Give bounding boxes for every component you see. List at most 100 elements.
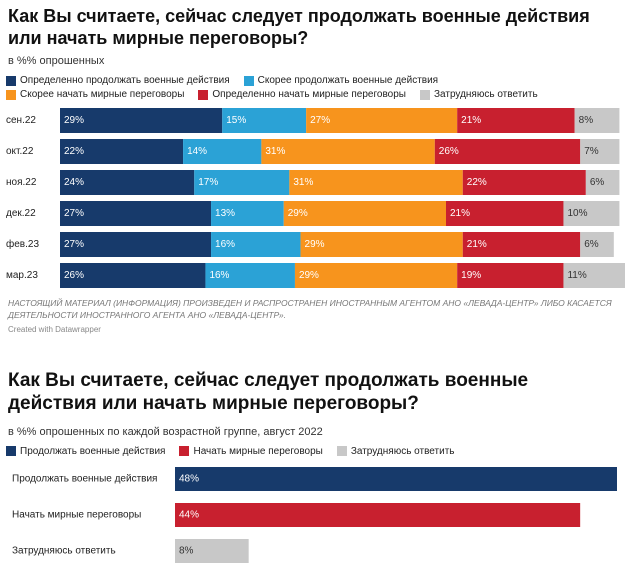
bar-segment	[261, 139, 435, 165]
legend-swatch	[6, 89, 16, 100]
legend-swatch	[198, 89, 209, 100]
legend-swatch	[336, 446, 347, 457]
bar-segment	[194, 170, 290, 196]
y-tick-label: сен.22	[6, 115, 36, 126]
data-label: 16%	[215, 239, 235, 250]
footnote: НАСТОЯЩИЙ МАТЕРИАЛ (ИНФОРМАЦИЯ) ПРОИЗВЕД…	[8, 298, 612, 320]
legend: Определенно продолжать военные действия С…	[6, 75, 606, 100]
bar-segment	[222, 108, 307, 134]
chart-block: Как Вы считаете, сейчас следует продолжа…	[0, 6, 640, 338]
data-label: 15%	[226, 115, 246, 126]
legend-item: Определенно начать мирные переговоры	[198, 89, 406, 100]
legend-item: Начать мирные переговоры	[179, 445, 323, 457]
data-label: 7%	[584, 146, 599, 157]
bar-segment	[283, 201, 446, 227]
data-label: 26%	[64, 270, 84, 281]
bar-segment	[563, 201, 620, 227]
legend-swatch	[6, 446, 16, 457]
y-tick-label: фев.23	[6, 238, 39, 250]
bar-segment	[445, 201, 564, 227]
data-label: 16%	[209, 270, 229, 281]
data-label: 14%	[187, 146, 207, 157]
bar-segment	[60, 232, 212, 258]
bar-segment	[60, 139, 184, 165]
data-label: 29%	[299, 270, 319, 281]
data-label: 6%	[590, 177, 605, 188]
legend-label: Продолжать военные действия	[20, 445, 166, 457]
bar-segment	[434, 139, 581, 165]
legend-item: Скорее начать мирные переговоры	[6, 89, 184, 100]
bar	[175, 466, 617, 491]
plot: Продолжать военные действия 48% Начать мир…	[12, 466, 617, 563]
bar-segment	[183, 139, 262, 165]
data-label: 26%	[439, 146, 459, 157]
data-label: 44%	[179, 509, 199, 520]
bar-segment	[457, 108, 575, 134]
legend-label: Затрудняюсь ответить	[350, 445, 455, 457]
legend-label: Затрудняюсь ответить	[434, 89, 538, 101]
data-label: 17%	[198, 177, 218, 188]
y-tick-label: ноя.22	[6, 177, 37, 188]
chart-subtitle: в %% опрошенных по каждой возрастной гру…	[8, 425, 323, 438]
bar-segment	[462, 170, 586, 196]
bar-segment	[211, 232, 301, 258]
legend-label: Скорее продолжать военные действия	[257, 75, 439, 87]
y-tick-label: Начать мирные переговоры	[12, 509, 141, 520]
bar-segment	[563, 263, 625, 289]
bar	[175, 538, 249, 563]
legend-label: Определенно начать мирные переговоры	[212, 89, 406, 101]
data-label: 24%	[64, 177, 84, 188]
chart-title: Как Вы считаете, сейчас следует продолжа…	[8, 6, 590, 48]
chart-subtitle: в %% опрошенных	[8, 55, 105, 68]
y-tick-label: мар.23	[6, 270, 38, 281]
data-label: 29%	[305, 239, 325, 250]
data-label: 21%	[467, 239, 487, 250]
bar-segment	[205, 263, 295, 289]
bar-segment	[289, 170, 463, 196]
data-label: 27%	[64, 208, 84, 219]
bar-segment	[60, 263, 206, 289]
legend-swatch	[179, 446, 190, 457]
legend-swatch	[6, 75, 16, 86]
data-label: 8%	[579, 115, 594, 126]
data-label: 11%	[567, 270, 586, 281]
legend-swatch	[243, 75, 254, 86]
chart-title: Как Вы считаете, сейчас следует продолжа…	[8, 370, 529, 414]
legend-item: Определенно продолжать военные действия	[6, 75, 230, 86]
bar-segment	[306, 108, 458, 134]
credit: Created with Datawrapper	[8, 325, 101, 335]
y-tick-label: окт.22	[6, 146, 34, 157]
data-label: 27%	[310, 115, 330, 126]
data-label: 31%	[265, 146, 285, 157]
data-label: 22%	[467, 177, 487, 188]
data-label: 48%	[179, 473, 199, 484]
legend: Продолжать военные действия Начать мирные…	[6, 446, 606, 457]
data-label: 21%	[450, 208, 470, 219]
data-label: 29%	[64, 115, 84, 126]
bar-segment	[585, 170, 620, 196]
legend-item: Затрудняюсь ответить	[420, 89, 538, 100]
bar-segment	[294, 263, 458, 289]
bar-segment	[462, 232, 581, 258]
data-label: 13%	[215, 208, 235, 219]
bar	[175, 502, 581, 527]
legend-item: Скорее продолжать военные действия	[243, 75, 439, 87]
legend-item: Затрудняюсь ответить	[336, 445, 455, 457]
y-tick-label: Продолжать военные действия	[12, 473, 157, 484]
bar-segment	[60, 201, 212, 227]
data-label: 22%	[64, 146, 84, 157]
data-label: 31%	[293, 177, 313, 188]
legend-label: Начать мирные переговоры	[193, 445, 323, 457]
data-label: 27%	[64, 239, 84, 250]
y-tick-label: дек.22	[6, 208, 36, 219]
legend-item: Продолжать военные действия	[6, 446, 165, 457]
data-label: 29%	[288, 208, 308, 219]
legend-label: Определенно продолжать военные действия	[20, 75, 230, 87]
bar-segment	[457, 263, 564, 289]
bar-segment	[60, 170, 195, 196]
data-label: 21%	[461, 115, 481, 126]
data-label: 19%	[461, 270, 481, 281]
data-label: 10%	[567, 208, 587, 219]
legend-swatch	[420, 89, 430, 100]
